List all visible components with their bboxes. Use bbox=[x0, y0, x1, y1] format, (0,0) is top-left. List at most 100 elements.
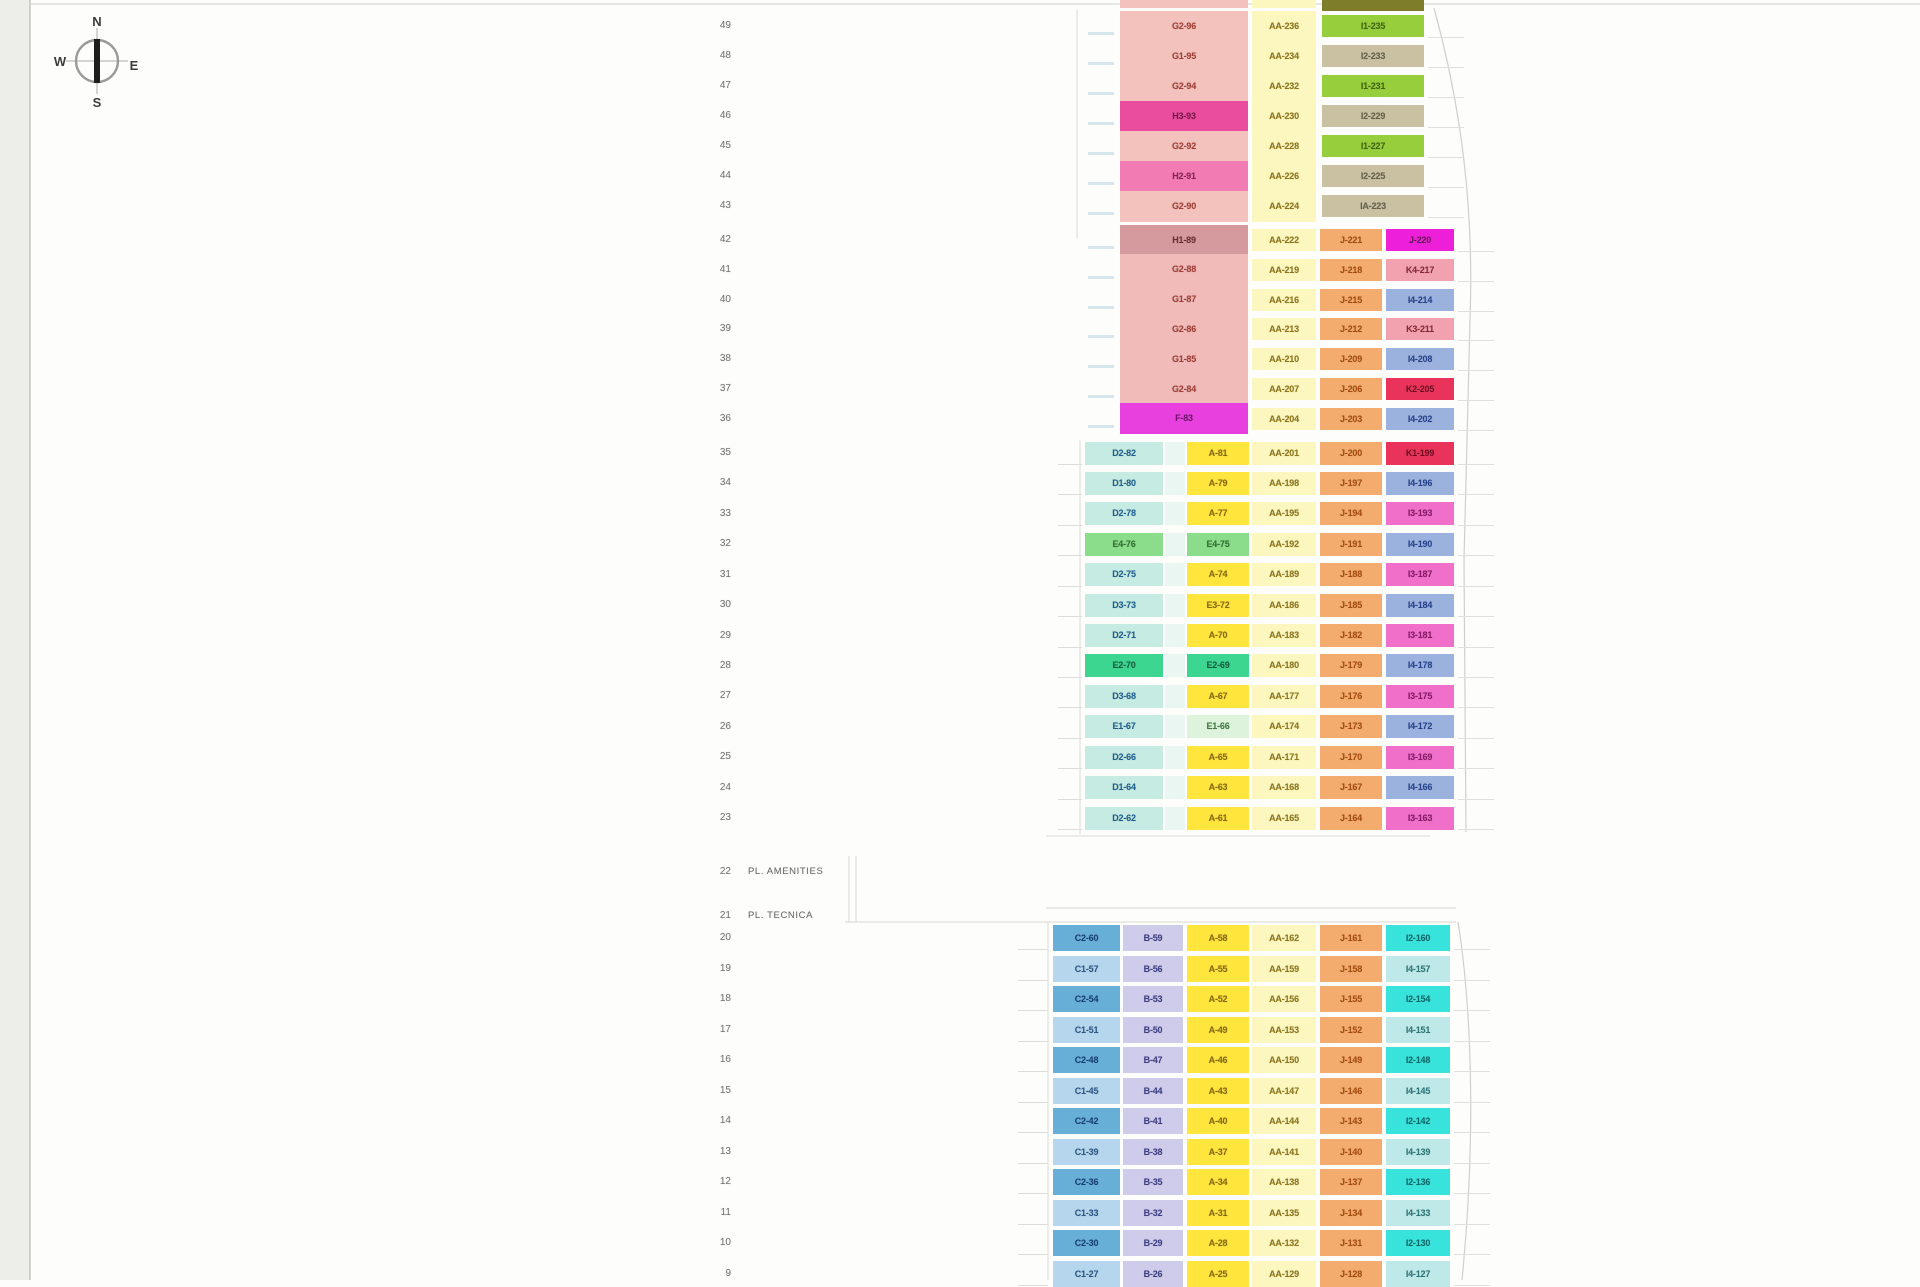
slab-stub-west bbox=[1018, 1132, 1048, 1133]
compass-label-south: S bbox=[93, 95, 102, 110]
unit-cell-J-209: J-209 bbox=[1320, 348, 1382, 371]
slab-stub-west bbox=[1058, 829, 1082, 831]
slab-stub-east bbox=[1428, 157, 1464, 158]
unit-cell-C1-57: C1-57 bbox=[1053, 955, 1120, 982]
unit-cell-B-41: B-41 bbox=[1123, 1108, 1183, 1134]
slab-stub-west bbox=[1018, 1254, 1048, 1255]
unit-cell-I4-133: I4-133 bbox=[1386, 1199, 1450, 1226]
unit-cell-AA-165: AA-165 bbox=[1252, 806, 1316, 830]
unit-cell-I2-136: I2-136 bbox=[1386, 1169, 1450, 1195]
unit-cell-A-49: A-49 bbox=[1187, 1016, 1249, 1043]
slab-stub-east bbox=[1458, 707, 1494, 709]
unit-cell-I3-193: I3-193 bbox=[1386, 502, 1454, 526]
balcony-dash-west bbox=[1088, 275, 1114, 279]
unit-cell-I3-169: I3-169 bbox=[1386, 745, 1454, 769]
unit-cell-AA-168: AA-168 bbox=[1252, 776, 1316, 800]
floor-number: 45 bbox=[719, 140, 731, 151]
floor-number: 36 bbox=[719, 412, 731, 424]
unit-cell-AA-204: AA-204 bbox=[1252, 407, 1316, 430]
unit-cell-H2-91: H2-91 bbox=[1120, 160, 1248, 192]
floor-number: 28 bbox=[719, 659, 731, 671]
unit-cell-I4-184: I4-184 bbox=[1386, 593, 1454, 617]
slab-stub-east bbox=[1458, 768, 1494, 770]
unit-cell-C2-42: C2-42 bbox=[1053, 1108, 1120, 1134]
unit-cell-AA-192: AA-192 bbox=[1252, 532, 1316, 556]
unit-cell-I4-145: I4-145 bbox=[1386, 1077, 1450, 1104]
unit-cell-I2-142: I2-142 bbox=[1386, 1108, 1450, 1134]
floor-number: 17 bbox=[719, 1023, 731, 1035]
floor-number: 9 bbox=[725, 1267, 731, 1279]
unit-cell-I4-196: I4-196 bbox=[1386, 471, 1454, 495]
unit-cell-AA-224: AA-224 bbox=[1252, 190, 1316, 222]
slab-stub-west bbox=[1018, 1162, 1048, 1164]
unit-cell-AA-177: AA-177 bbox=[1252, 684, 1316, 708]
slab-stub-west bbox=[1018, 1010, 1048, 1011]
unit-cell-A-65: A-65 bbox=[1187, 745, 1249, 769]
unit-cell-AA-174: AA-174 bbox=[1252, 715, 1316, 739]
unit-cell-J-194: J-194 bbox=[1320, 502, 1382, 526]
unit-cell-J-170: J-170 bbox=[1320, 745, 1382, 769]
unit-cell-B-47: B-47 bbox=[1123, 1047, 1183, 1073]
slab-stub-east bbox=[1458, 429, 1494, 431]
facade-strip bbox=[1165, 593, 1185, 617]
unit-cell-I4-178: I4-178 bbox=[1386, 654, 1454, 678]
floor-number: 20 bbox=[719, 932, 731, 943]
unit-cell-I4-214: I4-214 bbox=[1386, 288, 1454, 311]
mechanical-level-label: PL. AMENITIES bbox=[748, 866, 824, 877]
unit-cell-AA-186: AA-186 bbox=[1252, 593, 1316, 617]
facade-strip bbox=[1165, 563, 1185, 587]
slab-stub-east bbox=[1458, 646, 1494, 648]
unit-cell-AA-153: AA-153 bbox=[1252, 1016, 1316, 1043]
slab-stub-east bbox=[1458, 798, 1494, 800]
unit-cell-I2-160: I2-160 bbox=[1386, 925, 1450, 951]
unit-cell-I4-151: I4-151 bbox=[1386, 1016, 1450, 1043]
slab-stub-east bbox=[1458, 676, 1494, 678]
slab-stub-east bbox=[1454, 1040, 1490, 1042]
slab-stub-west bbox=[1058, 707, 1082, 709]
unit-cell-D2-75: D2-75 bbox=[1085, 563, 1163, 587]
floor-number: 23 bbox=[719, 812, 731, 824]
unit-cell-I2-130: I2-130 bbox=[1386, 1230, 1450, 1256]
slab-stub-east bbox=[1428, 67, 1464, 68]
unit-cell-AA-129: AA-129 bbox=[1252, 1260, 1316, 1287]
balcony-dash-west bbox=[1088, 152, 1114, 155]
unit-cell-G2-86: G2-86 bbox=[1120, 314, 1248, 345]
slab-stub-east bbox=[1458, 494, 1494, 496]
unit-cell-J-220: J-220 bbox=[1386, 229, 1454, 251]
unit-cell-J-212: J-212 bbox=[1320, 318, 1382, 341]
floor-number: 35 bbox=[719, 447, 731, 458]
balcony-dash-west bbox=[1088, 395, 1114, 398]
unit-cell-AA-150: AA-150 bbox=[1252, 1047, 1316, 1073]
compass-label-west: W bbox=[54, 54, 67, 69]
floor-number: 10 bbox=[719, 1237, 731, 1248]
unit-cell-A-74: A-74 bbox=[1187, 563, 1249, 587]
slab-stub-east bbox=[1454, 1193, 1490, 1194]
unit-cell-J-167: J-167 bbox=[1320, 776, 1382, 800]
slab-stub-east bbox=[1454, 979, 1490, 981]
facade-strip bbox=[1165, 441, 1185, 465]
balcony-dash-west bbox=[1088, 122, 1114, 125]
unit-cell-G2-88: G2-88 bbox=[1120, 254, 1248, 286]
unit-cell-J-188: J-188 bbox=[1320, 563, 1382, 587]
unit-cell-I1-231: I1-231 bbox=[1322, 75, 1424, 97]
slab-stub-east bbox=[1458, 340, 1494, 342]
slab-stub-east bbox=[1454, 1071, 1490, 1072]
unit-cell-AA-238: AA-238 bbox=[1252, 0, 1316, 8]
unit-cell-AA-156: AA-156 bbox=[1252, 986, 1316, 1012]
slab-stub-west bbox=[1018, 1101, 1048, 1103]
slab-stub-west bbox=[1058, 768, 1082, 770]
unit-cell-J-203: J-203 bbox=[1320, 407, 1382, 430]
unit-cell-AA-180: AA-180 bbox=[1252, 654, 1316, 678]
balcony-dash-west bbox=[1088, 246, 1114, 249]
unit-cell-C2-60: C2-60 bbox=[1053, 925, 1120, 951]
unit-cell-C1-45: C1-45 bbox=[1053, 1077, 1120, 1104]
unit-cell-J-197: J-197 bbox=[1320, 471, 1382, 495]
slab-stub-west bbox=[1058, 646, 1082, 648]
unit-cell-AA-162: AA-162 bbox=[1252, 925, 1316, 951]
slab-stub-east bbox=[1458, 251, 1494, 252]
unit-cell-AA-230: AA-230 bbox=[1252, 100, 1316, 132]
slab-stub-west bbox=[1018, 1223, 1048, 1225]
facade-strip bbox=[1165, 532, 1185, 556]
balcony-dash-west bbox=[1088, 62, 1114, 65]
unit-cell-AA-183: AA-183 bbox=[1252, 624, 1316, 648]
